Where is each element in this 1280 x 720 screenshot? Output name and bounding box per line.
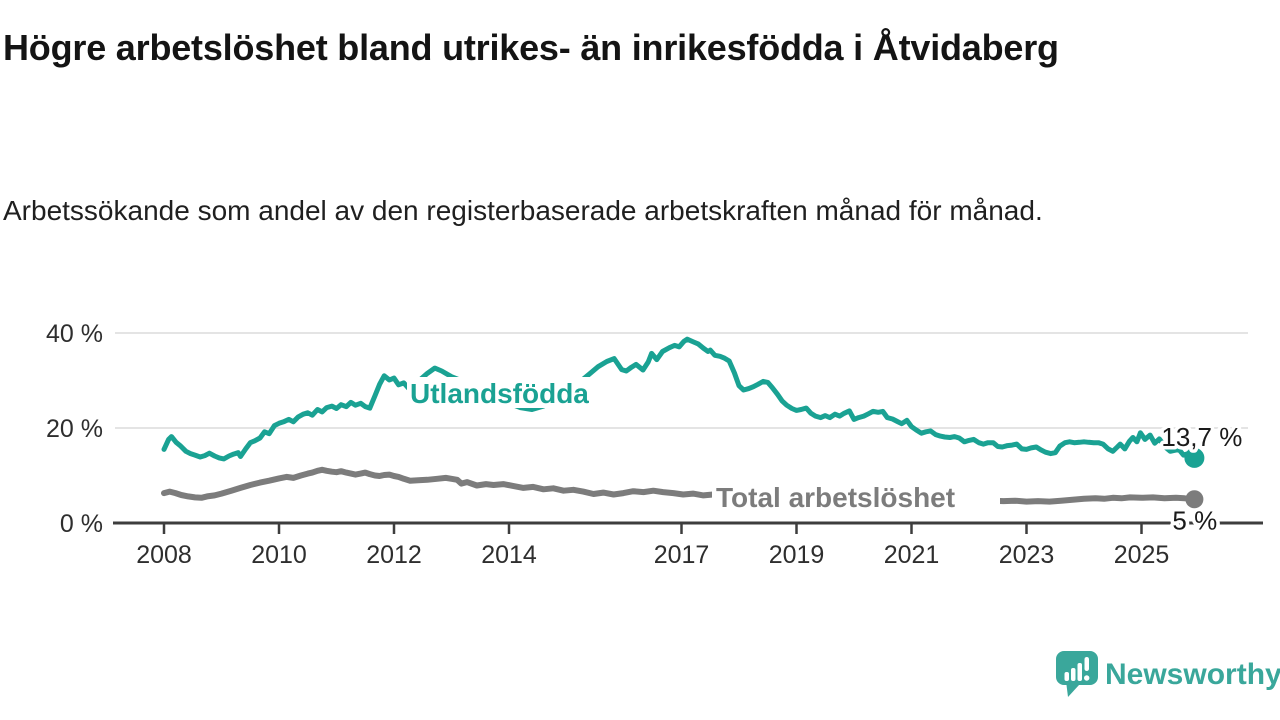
x-axis-tick-label-2017: 2017	[654, 541, 710, 569]
newsworthy-logo-icon	[1056, 651, 1098, 697]
bar-icon-small	[1064, 672, 1069, 681]
x-axis-tick-label-2019: 2019	[769, 541, 825, 569]
bar-icon-medium	[1071, 668, 1076, 681]
y-axis-label-40: 40 %	[46, 320, 103, 348]
speech-bubble-shape	[1056, 651, 1098, 697]
page-title: Högre arbetslöshet bland utrikes- än inr…	[3, 27, 1059, 68]
y-axis-label-0: 0 %	[60, 510, 103, 538]
x-axis-tick-label-2023: 2023	[999, 541, 1055, 569]
newsworthy-logo-text: Newsworthy	[1105, 658, 1280, 691]
x-axis-tick-label-2012: 2012	[366, 541, 422, 569]
series-label-utlandsfodda: Utlandsfödda	[410, 378, 589, 409]
end-value-label-utlandsfodda: 13,7 %	[1161, 422, 1242, 452]
series-label-backing	[712, 484, 1000, 514]
exclamation-dot-icon	[1084, 675, 1090, 681]
x-axis-tick-label-2021: 2021	[884, 541, 940, 569]
series-label-total: Total arbetslöshet	[716, 482, 955, 513]
x-axis-tick-label-2014: 2014	[481, 541, 537, 569]
bar-icon-large	[1077, 663, 1082, 681]
series-line-utlandsfodda	[161, 336, 1197, 462]
end-value-label-total: 5 %	[1172, 505, 1217, 535]
y-axis-label-20: 20 %	[46, 415, 103, 443]
page-subtitle: Arbetssökande som andel av den registerb…	[3, 195, 1043, 226]
series-label-backing	[407, 377, 613, 408]
x-axis-tick-label-2008: 2008	[136, 541, 192, 569]
x-axis-tick-label-2025: 2025	[1114, 541, 1170, 569]
x-axis-tick-label-2010: 2010	[251, 541, 307, 569]
end-dot-utlandsfodda	[1184, 447, 1205, 468]
exclamation-bar-icon	[1084, 657, 1089, 671]
end-dot-total	[1185, 490, 1204, 509]
